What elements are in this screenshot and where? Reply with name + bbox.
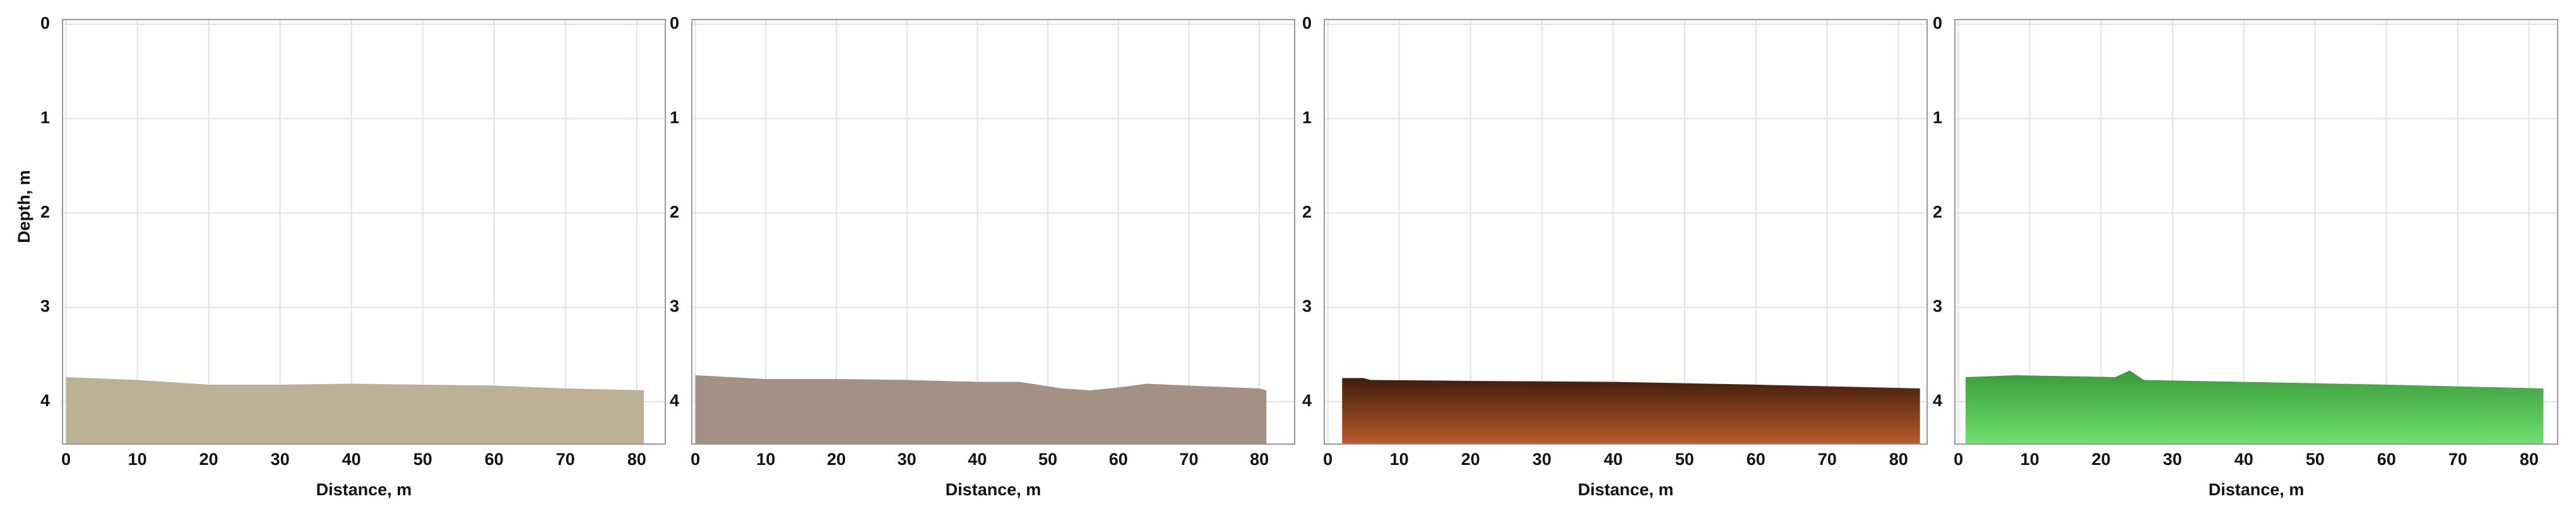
x-tick-label: 30: [2163, 450, 2182, 469]
x-tick-label: 50: [2306, 450, 2325, 469]
x-tick-label: 20: [199, 450, 218, 469]
y-tick-label: 0: [40, 14, 50, 33]
y-tick-label: 4: [40, 391, 50, 410]
y-tick-label: 2: [1302, 202, 1312, 221]
x-tick-label: 60: [2377, 450, 2396, 469]
x-tick-label: 70: [2448, 450, 2467, 469]
x-tick-label: 10: [756, 450, 775, 469]
x-tick-label: 80: [1250, 450, 1269, 469]
x-axis-title: Distance, m: [946, 480, 1042, 499]
y-tick-label: 3: [1933, 297, 1942, 316]
x-tick-label: 20: [827, 450, 846, 469]
x-tick-label: 80: [1889, 450, 1908, 469]
x-tick-label: 70: [1818, 450, 1837, 469]
plot-frame: [62, 19, 666, 445]
area: [66, 376, 644, 444]
panel: 0 10 20 30 40 50 60 70 80 0 1 2 3 4 Distance, m: [1933, 14, 2558, 499]
x-tick-label: 40: [342, 450, 361, 469]
x-tick-label: 40: [1604, 450, 1623, 469]
y-tick-label: 0: [1933, 14, 1942, 33]
x-tick-label: 20: [1461, 450, 1480, 469]
x-tick-label: 50: [1038, 450, 1057, 469]
area: [1342, 378, 1920, 444]
y-tick-label: 3: [670, 297, 679, 316]
x-tick-label: 30: [271, 450, 290, 469]
panel: 0 10 20 30 40 50 60 70 80 0 1 2 3 4 Distance, m Depth, …: [15, 14, 666, 499]
x-tick-label: 30: [1533, 450, 1552, 469]
y-tick-label: 1: [1933, 108, 1942, 127]
plot-frame: [1954, 19, 2558, 445]
x-tick-label: 50: [1675, 450, 1694, 469]
y-tick-label: 4: [1933, 391, 1942, 410]
x-tick-label: 0: [61, 450, 71, 469]
x-tick-label: 50: [413, 450, 432, 469]
x-axis-title: Distance, m: [2209, 480, 2305, 499]
area: [1965, 370, 2544, 444]
y-tick-label: 0: [670, 14, 679, 33]
y-tick-label: 4: [1302, 391, 1312, 410]
panel: 0 10 20 30 40 50 60 70 80 0 1 2 3 4 Distance, m: [1302, 14, 1928, 499]
y-tick-label: 1: [1302, 108, 1312, 127]
y-axis-title: Depth, m: [15, 170, 33, 243]
x-tick-label: 60: [1747, 450, 1766, 469]
x-tick-label: 10: [1390, 450, 1409, 469]
x-tick-label: 0: [1954, 450, 1963, 469]
x-tick-label: 60: [485, 450, 504, 469]
x-tick-label: 70: [556, 450, 575, 469]
x-tick-label: 70: [1179, 450, 1198, 469]
x-tick-label: 30: [898, 450, 917, 469]
x-tick-label: 10: [128, 450, 147, 469]
y-tick-label: 3: [1302, 297, 1312, 316]
y-tick-label: 2: [670, 202, 679, 221]
x-tick-label: 40: [2235, 450, 2253, 469]
y-tick-label: 2: [40, 202, 50, 221]
plot-frame: [691, 19, 1295, 445]
area: [695, 375, 1267, 444]
x-tick-label: 60: [1109, 450, 1128, 469]
x-tick-label: 80: [2520, 450, 2539, 469]
x-tick-label: 40: [968, 450, 987, 469]
x-axis-title: Distance, m: [316, 480, 412, 499]
x-tick-label: 0: [691, 450, 700, 469]
plot-frame: [1324, 19, 1928, 445]
y-tick-label: 4: [670, 391, 679, 410]
x-tick-label: 80: [627, 450, 646, 469]
y-tick-label: 1: [40, 108, 50, 127]
x-axis-title: Distance, m: [1578, 480, 1674, 499]
panel: 0 10 20 30 40 50 60 70 80 0 1 2 3 4 Distance, m: [670, 14, 1295, 499]
x-tick-label: 0: [1323, 450, 1333, 469]
x-tick-label: 10: [2021, 450, 2039, 469]
y-tick-label: 2: [1933, 202, 1942, 221]
y-tick-label: 3: [40, 297, 50, 316]
y-tick-label: 0: [1302, 14, 1312, 33]
y-tick-label: 1: [670, 108, 679, 127]
x-tick-label: 20: [2092, 450, 2111, 469]
